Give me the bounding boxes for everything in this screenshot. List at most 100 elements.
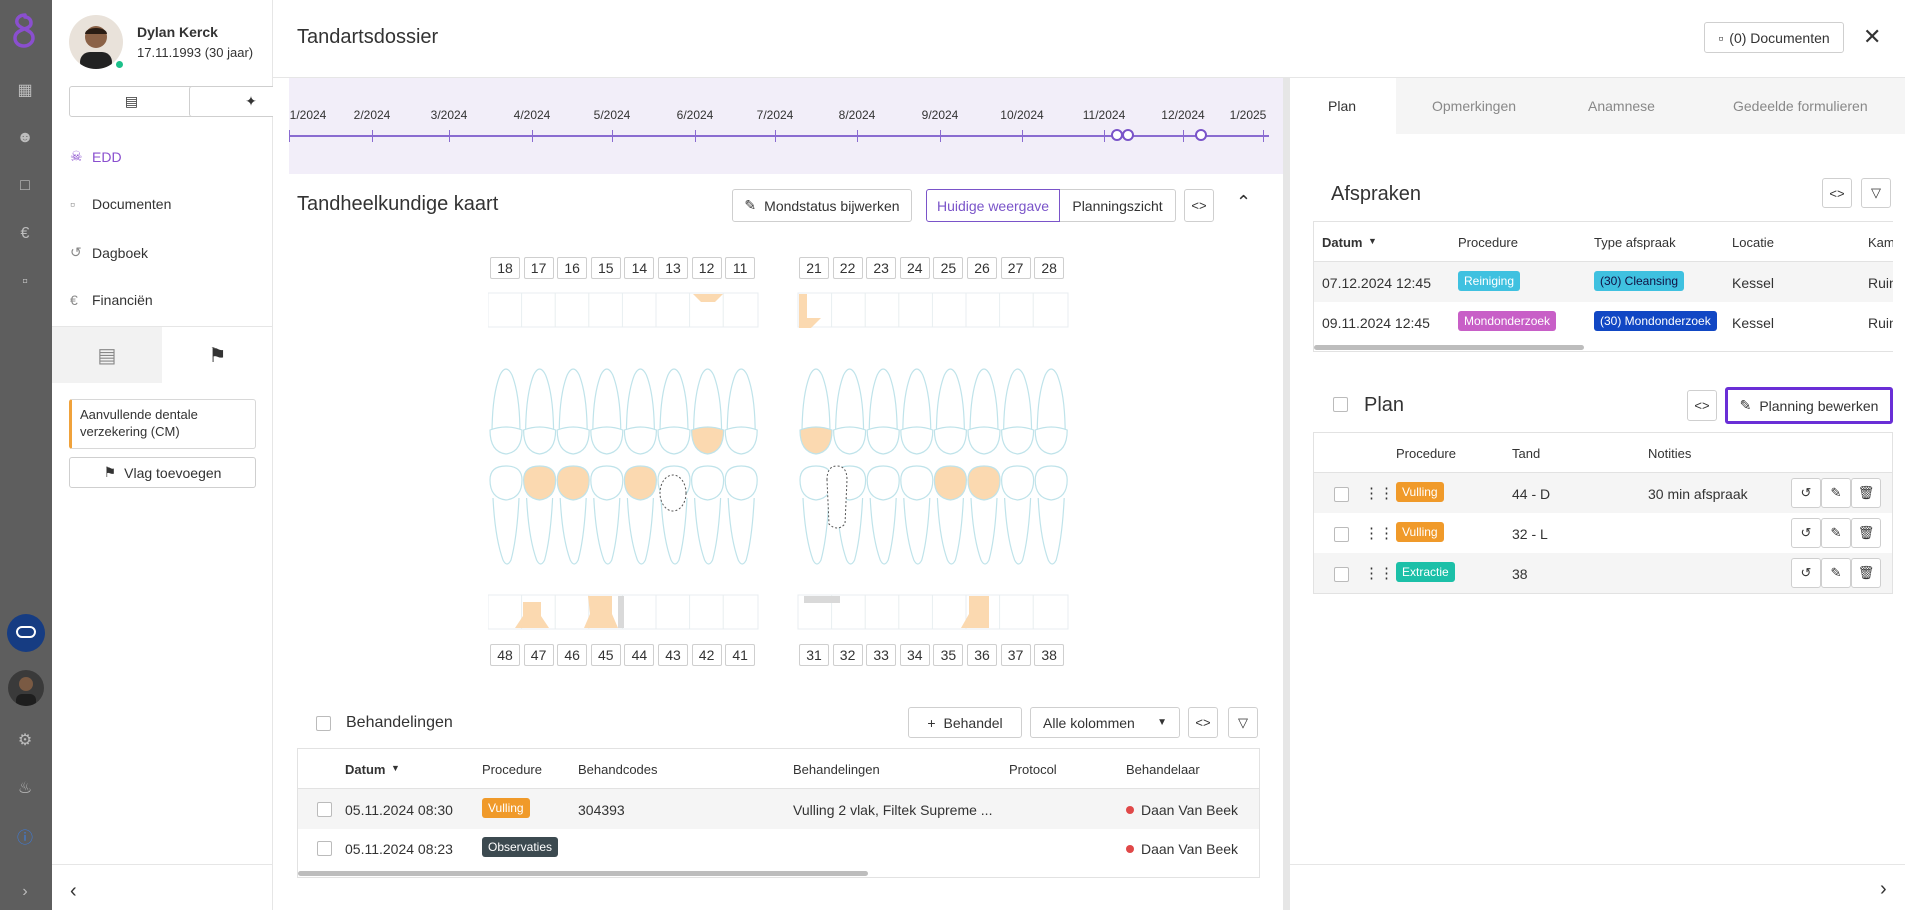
col-procedure[interactable]: Procedure <box>482 762 542 777</box>
tooth-number-18[interactable]: 18 <box>490 257 520 279</box>
collapse-panel-icon[interactable]: ‹ <box>70 880 77 902</box>
nav-item-financien[interactable]: € Financiën <box>70 292 153 308</box>
delete-button[interactable]: 🗑 <box>1851 518 1881 548</box>
history-button[interactable]: ↺ <box>1791 518 1821 548</box>
tooth-number-21[interactable]: 21 <box>799 257 829 279</box>
tooth-number-16[interactable]: 16 <box>557 257 588 279</box>
col-room[interactable]: Kam <box>1868 235 1893 250</box>
sort-down-icon[interactable]: ▼ <box>391 763 400 773</box>
user-avatar[interactable] <box>8 670 44 706</box>
nav-item-dagboek[interactable]: ↺ Dagboek <box>70 244 148 261</box>
support-chat-icon[interactable] <box>7 614 45 652</box>
col-codes[interactable]: Behandcodes <box>578 762 658 777</box>
tooth-number-45[interactable]: 45 <box>590 644 621 666</box>
row-checkbox[interactable] <box>317 802 332 817</box>
filter-button[interactable]: ▽ <box>1861 178 1891 208</box>
expand-rail-icon[interactable]: › <box>22 883 28 900</box>
delete-button[interactable]: 🗑 <box>1851 558 1881 588</box>
sort-down-icon[interactable]: ▼ <box>1368 236 1377 246</box>
code-view-button[interactable]: <> <box>1687 390 1717 421</box>
patient-card-button[interactable]: ▤ <box>69 86 194 117</box>
tab-clipboard[interactable]: ▤ <box>52 327 162 383</box>
tab-gedeelde-formulieren[interactable]: Gedeelde formulieren <box>1733 98 1868 114</box>
tooth-number-36[interactable]: 36 <box>967 644 997 666</box>
history-button[interactable]: ↺ <box>1791 478 1821 508</box>
tooth-number-23[interactable]: 23 <box>866 257 897 279</box>
col-type[interactable]: Type afspraak <box>1594 235 1676 250</box>
edit-button[interactable]: ✎ <box>1821 558 1851 588</box>
tooth-number-38[interactable]: 38 <box>1034 644 1065 666</box>
treatment-timeline[interactable]: 1/2024 2/2024 3/2024 4/2024 5/2024 6/2024 7/20… <box>289 78 1283 174</box>
nav-item-documenten[interactable]: ▫ Documenten <box>70 196 171 212</box>
tooth-number-44[interactable]: 44 <box>624 644 655 666</box>
col-datum[interactable]: Datum <box>1322 235 1363 250</box>
edit-button[interactable]: ✎ <box>1821 518 1851 548</box>
tooth-number-48[interactable]: 48 <box>490 644 520 666</box>
table-row[interactable]: ⋮⋮ Extractie 38 ↺ ✎ 🗑 <box>1314 553 1892 593</box>
tooth-number-31[interactable]: 31 <box>799 644 829 666</box>
edit-planning-button[interactable]: ✎ Planning bewerken <box>1725 387 1893 424</box>
row-checkbox[interactable] <box>1334 567 1349 582</box>
col-procedure[interactable]: Procedure <box>1458 235 1518 250</box>
tooth-number-32[interactable]: 32 <box>832 644 863 666</box>
tooth-number-41[interactable]: 41 <box>725 644 756 666</box>
horizontal-scrollbar[interactable] <box>298 871 868 876</box>
file-icon[interactable]: ▫ <box>22 273 28 290</box>
app-logo-icon[interactable] <box>10 12 40 48</box>
collapse-chevron-icon[interactable]: ⌃ <box>1236 192 1252 212</box>
tooth-number-47[interactable]: 47 <box>523 644 554 666</box>
tooth-number-15[interactable]: 15 <box>590 257 621 279</box>
tooth-number-33[interactable]: 33 <box>866 644 897 666</box>
tooth-number-11[interactable]: 11 <box>725 257 756 279</box>
edit-button[interactable]: ✎ <box>1821 478 1851 508</box>
table-row[interactable]: 07.12.2024 12:45 Reiniging (30) Cleansin… <box>1314 262 1893 302</box>
code-view-button[interactable]: <> <box>1184 189 1214 222</box>
col-procedure[interactable]: Procedure <box>1396 446 1456 461</box>
tooth-number-25[interactable]: 25 <box>933 257 964 279</box>
table-row[interactable]: ⋮⋮ Vulling 44 - D 30 min afspraak ↺ ✎ 🗑 <box>1314 473 1892 513</box>
tooth-number-37[interactable]: 37 <box>1000 644 1031 666</box>
tooth-number-46[interactable]: 46 <box>557 644 588 666</box>
bell-icon[interactable]: ♨ <box>17 780 33 797</box>
drag-handle-icon[interactable]: ⋮⋮ <box>1364 565 1394 582</box>
tooth-number-17[interactable]: 17 <box>523 257 554 279</box>
delete-button[interactable]: 🗑 <box>1851 478 1881 508</box>
tooth-number-14[interactable]: 14 <box>624 257 655 279</box>
nav-item-edd[interactable]: ☠ EDD <box>70 148 122 165</box>
timeline-event-marker[interactable] <box>1195 129 1207 141</box>
table-row[interactable]: 09.11.2024 12:45 Mondonderzoek (30) Mond… <box>1314 302 1893 342</box>
code-view-button[interactable]: <> <box>1188 707 1218 738</box>
history-button[interactable]: ↺ <box>1791 558 1821 588</box>
plan-select-all-checkbox[interactable] <box>1333 397 1348 412</box>
tooth-number-43[interactable]: 43 <box>658 644 688 666</box>
tooth-chart-drawing[interactable] <box>488 290 1072 632</box>
insurance-flag[interactable]: Aanvullende dentale verzekering (CM) <box>69 399 256 449</box>
col-datum[interactable]: Datum <box>345 762 386 777</box>
treatments-select-all-checkbox[interactable] <box>316 716 331 731</box>
add-treatment-button[interactable]: + Behandel <box>908 707 1022 738</box>
view-plan-button[interactable]: Planningszicht <box>1060 189 1176 222</box>
col-dentist[interactable]: Behandelaar <box>1126 762 1200 777</box>
patients-icon[interactable]: ☻ <box>16 129 34 146</box>
tooth-number-12[interactable]: 12 <box>691 257 722 279</box>
tooth-number-34[interactable]: 34 <box>899 644 930 666</box>
table-row[interactable]: 05.11.2024 08:23 Observaties Daan Van Be… <box>298 829 1259 869</box>
add-flag-button[interactable]: ⚑ Vlag toevoegen <box>69 457 256 488</box>
documents-button[interactable]: ▫ (0) Documenten <box>1704 22 1844 53</box>
tooth-number-22[interactable]: 22 <box>832 257 863 279</box>
tab-flags[interactable]: ⚑ <box>162 327 273 383</box>
columns-select[interactable]: Alle kolommen ▼ <box>1030 707 1180 738</box>
drag-handle-icon[interactable]: ⋮⋮ <box>1364 485 1394 502</box>
tooth-number-26[interactable]: 26 <box>967 257 997 279</box>
tooth-number-13[interactable]: 13 <box>658 257 688 279</box>
panel-splitter[interactable] <box>1283 78 1290 910</box>
calendar-icon[interactable]: ▦ <box>17 82 33 99</box>
tab-plan[interactable]: Plan <box>1290 78 1396 134</box>
col-location[interactable]: Locatie <box>1732 235 1774 250</box>
tooth-number-28[interactable]: 28 <box>1034 257 1065 279</box>
filter-button[interactable]: ▽ <box>1228 707 1258 738</box>
col-treatments[interactable]: Behandelingen <box>793 762 880 777</box>
view-current-button[interactable]: Huidige weergave <box>926 189 1060 222</box>
drag-handle-icon[interactable]: ⋮⋮ <box>1364 525 1394 542</box>
row-checkbox[interactable] <box>1334 527 1349 542</box>
